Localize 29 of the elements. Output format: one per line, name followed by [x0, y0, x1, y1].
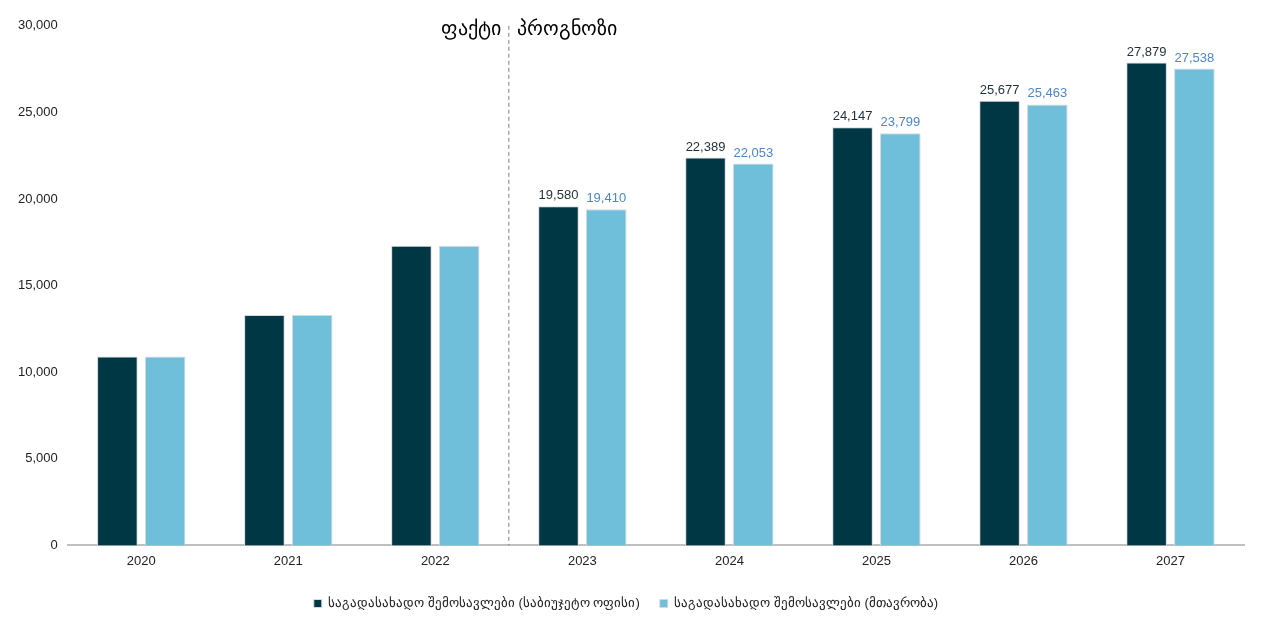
x-tick-label: 2021	[273, 552, 303, 568]
x-tick-label: 2025	[861, 552, 891, 568]
data-label: 23,799	[880, 114, 921, 130]
x-tick-label: 2023	[567, 552, 597, 568]
data-label: 24,147	[832, 108, 873, 124]
y-tick-label: 30,000	[18, 17, 58, 33]
data-label: 25,463	[1027, 85, 1068, 101]
x-tick-label: 2024	[714, 552, 744, 568]
x-tick-label: 2022	[420, 552, 450, 568]
annotation: პროგნოზი	[516, 17, 617, 41]
data-label: 27,538	[1174, 49, 1215, 65]
data-label: 22,053	[733, 144, 774, 160]
x-tick-label: 2027	[1156, 552, 1185, 568]
y-tick-label: 0	[50, 536, 58, 552]
x-tick-label: 2026	[1008, 552, 1038, 568]
x-tick-label: 2020	[126, 552, 156, 568]
legend-label: საგადასახადო შემოსავლები (საბიუჯეტო ოფისი)	[328, 595, 640, 612]
annotation: ფაქტი	[440, 17, 501, 41]
data-label: 22,389	[685, 138, 726, 154]
y-tick-label: 10,000	[18, 363, 58, 379]
data-label: 19,410	[586, 190, 627, 206]
data-label: 19,580	[538, 187, 579, 203]
y-tick-label: 20,000	[18, 190, 58, 206]
data-label: 27,879	[1126, 43, 1167, 59]
legend-label: საგადასახადო შემოსავლები (მთავრობა)	[674, 595, 939, 612]
y-tick-label: 5,000	[25, 450, 58, 466]
y-tick-label: 15,000	[18, 277, 58, 293]
y-tick-label: 25,000	[18, 103, 58, 119]
data-label: 25,677	[979, 81, 1020, 97]
